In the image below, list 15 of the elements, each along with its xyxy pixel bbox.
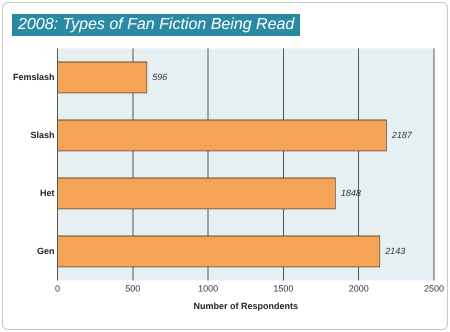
x-tick-label: 0 [55, 283, 60, 294]
data-label: 2187 [390, 130, 413, 140]
y-tick-label: Gen [37, 246, 55, 256]
x-tick-label: 1500 [273, 283, 294, 294]
x-axis-title: Number of Respondents [194, 301, 298, 312]
data-label: 2143 [384, 246, 406, 256]
data-label: 596 [152, 72, 168, 82]
x-tick-label: 2000 [348, 283, 369, 294]
y-tick-label: Femslash [12, 72, 55, 82]
x-tick-label: 2500 [424, 283, 444, 294]
y-tick-label: Het [40, 188, 55, 198]
y-tick-label: Slash [30, 130, 55, 140]
chart-title: 2008: Types of Fan Fiction Being Read [12, 14, 300, 36]
x-tick-label: 500 [125, 283, 140, 294]
x-tick-label: 1000 [198, 283, 218, 294]
